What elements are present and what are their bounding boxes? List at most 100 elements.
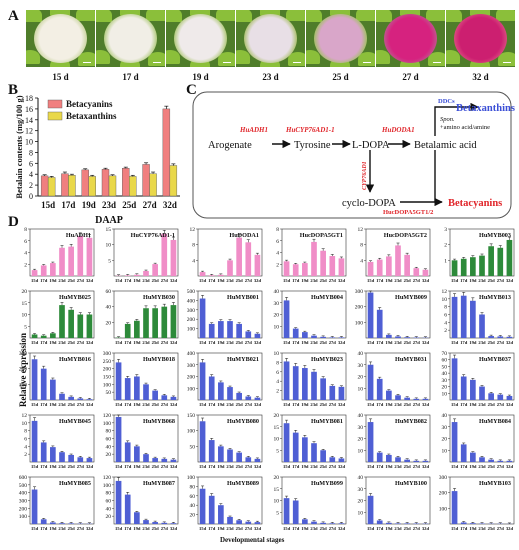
- y-tick-label: 12: [25, 127, 33, 136]
- y-tick-label: 20: [106, 320, 112, 326]
- stage-label: 27d: [497, 402, 505, 407]
- stage-label: 15d: [283, 402, 291, 407]
- y-tick-label: 10: [274, 499, 280, 505]
- y-tick-label: 500: [19, 483, 28, 489]
- bar: [451, 422, 458, 462]
- bar: [245, 396, 252, 400]
- stage-label: 15d: [283, 526, 291, 531]
- stage-label: 19d: [49, 402, 57, 407]
- bar: [413, 460, 420, 462]
- stage-label: 17d: [124, 340, 132, 345]
- y-tick-label: 20: [106, 452, 112, 458]
- bar: [404, 459, 410, 462]
- bar: [376, 452, 383, 462]
- stage-label: 27d: [413, 402, 421, 407]
- bar: [124, 494, 131, 524]
- bar: [40, 442, 47, 462]
- bar: [422, 269, 429, 276]
- stage-label: 15d: [367, 278, 375, 283]
- bar: [292, 432, 299, 462]
- y-tick-label: 20: [442, 385, 448, 391]
- stage-label: 19d: [217, 402, 225, 407]
- stage-label: 32d: [254, 340, 262, 345]
- stage-label: 23d: [226, 464, 234, 469]
- bar: [115, 480, 122, 524]
- bar: [470, 452, 476, 462]
- stage-label: 23d: [226, 526, 234, 531]
- chart-title: HuMYB087: [143, 480, 175, 487]
- bar: [143, 454, 149, 462]
- bar: [376, 309, 383, 338]
- y-tick-label: 30: [358, 425, 364, 431]
- bar: [404, 337, 410, 338]
- expression-chart-3: 2 4 6 8 15d 17d 19d 23d 25d 27d 32d HucDOPA5GT1: [276, 227, 347, 283]
- stage-label: 17d: [292, 278, 300, 283]
- bar: [77, 236, 84, 276]
- bar: [506, 460, 513, 462]
- stage-label: 32d: [86, 278, 94, 283]
- bar: [395, 395, 401, 400]
- y-tick-label: 40: [442, 413, 448, 419]
- bar: [50, 447, 56, 462]
- stage-label: 27d: [413, 278, 421, 283]
- stage-label: 25d: [320, 526, 328, 531]
- bract-shape: [306, 50, 320, 64]
- chart-title: HuMYB085: [59, 480, 91, 487]
- bar: [227, 449, 233, 462]
- bar: [470, 257, 476, 276]
- stage-label: 17d: [208, 464, 216, 469]
- bract-shape: [96, 50, 110, 64]
- bar-1: [129, 176, 137, 197]
- stage-label: 19d: [301, 526, 309, 531]
- stage-label: 15d: [199, 464, 207, 469]
- chart-title: HuMYB018: [143, 356, 175, 363]
- bar: [254, 397, 261, 400]
- node-ldopa: L-DOPA: [352, 140, 390, 151]
- bar: [86, 237, 93, 276]
- stage-label: 19d: [217, 464, 225, 469]
- bar: [367, 495, 374, 524]
- y-tick-label: 20: [190, 513, 196, 519]
- chart-title: HuMYB025: [59, 294, 91, 301]
- bar: [479, 314, 485, 338]
- scale-bar: [503, 62, 511, 63]
- stage-label: 25d: [236, 464, 244, 469]
- bar: [338, 337, 345, 338]
- bract-shape: [26, 10, 42, 22]
- chart-title: HuMYB103: [479, 480, 511, 487]
- stage-label: 25d: [236, 402, 244, 407]
- y-tick-label: 10: [442, 391, 448, 397]
- bar: [451, 260, 458, 276]
- bar: [218, 446, 224, 462]
- bract-shape: [166, 50, 180, 64]
- stage-label: 19d: [385, 340, 393, 345]
- bar: [134, 274, 140, 276]
- fruit-photo-4: [306, 10, 375, 67]
- expression-chart-1: 5 10 15 15d 17d 19d 23d 25d 27d 32d HuCYP76AD1-1: [106, 227, 179, 283]
- y-tick-label: 30: [358, 363, 364, 369]
- stage-label: 17d: [460, 464, 468, 469]
- stage-label: 32d: [170, 464, 178, 469]
- y-tick-label: 100: [187, 475, 196, 481]
- bar: [254, 458, 261, 462]
- enzyme-cyp76ad1-vertical: CYP76AD1: [362, 161, 368, 190]
- chart-title: HuMYB081: [311, 418, 343, 425]
- chart-title: HuMYB082: [395, 418, 427, 425]
- bar: [59, 393, 65, 400]
- y-tick-label: 40: [442, 371, 448, 377]
- y-tick-label: 60: [106, 437, 112, 443]
- stage-label: 27d: [161, 278, 169, 283]
- bar: [338, 386, 345, 400]
- stage-label: 25d: [488, 402, 496, 407]
- y-tick-label: 18: [25, 94, 33, 103]
- y-tick-label: 12: [442, 289, 448, 295]
- expression-chart-28: 10 20 30 40 15d 17d 19d 23d 25d 27d 32d HuMYB100: [358, 475, 431, 531]
- stage-label: 32d: [422, 340, 430, 345]
- stage-label: 19d: [301, 402, 309, 407]
- chart-title: HuMYB080: [227, 418, 259, 425]
- stage-label: 25d: [488, 340, 496, 345]
- y-tick-label: 80: [106, 491, 112, 497]
- stage-label: 15d: [31, 464, 39, 469]
- stage-label: 15d: [283, 464, 291, 469]
- enzyme-cyp76ad1-1: HuCYP76AD1-1: [285, 126, 335, 134]
